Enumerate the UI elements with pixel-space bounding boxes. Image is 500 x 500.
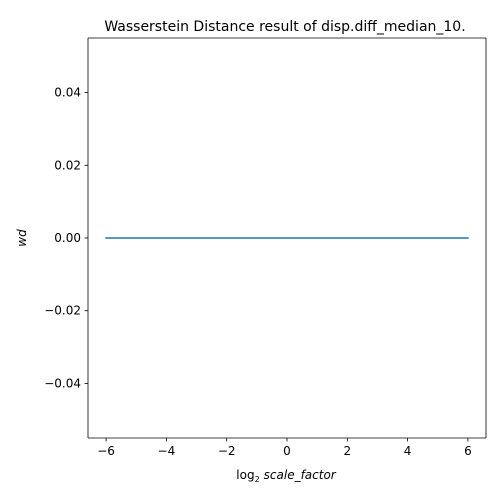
x-axis-label-variable: scale_factor bbox=[264, 468, 337, 482]
x-axis-label: log2 scale_factor bbox=[236, 468, 337, 484]
y-axis-label: wd bbox=[15, 229, 29, 247]
y-tick-label: 0.04 bbox=[54, 86, 81, 100]
x-tick-label: 6 bbox=[464, 444, 472, 458]
x-tick-label: 4 bbox=[404, 444, 412, 458]
chart-title: Wasserstein Distance result of disp.diff… bbox=[104, 19, 465, 35]
x-tick-label: −4 bbox=[158, 444, 176, 458]
y-tick-label: 0.00 bbox=[54, 231, 81, 245]
x-axis-ticks: −6 −4 −2 0 2 4 6 bbox=[97, 438, 472, 458]
y-tick-label: −0.02 bbox=[44, 304, 81, 318]
x-axis-label-log: log bbox=[236, 468, 254, 482]
x-tick-label: −2 bbox=[218, 444, 236, 458]
x-tick-label: 0 bbox=[283, 444, 291, 458]
x-tick-label: −6 bbox=[97, 444, 115, 458]
y-tick-label: −0.04 bbox=[44, 376, 81, 390]
x-tick-label: 2 bbox=[343, 444, 351, 458]
x-axis-label-subscript: 2 bbox=[255, 475, 260, 484]
y-tick-label: 0.02 bbox=[54, 158, 81, 172]
y-axis-ticks: −0.04 −0.02 0.00 0.02 0.04 bbox=[44, 86, 88, 390]
